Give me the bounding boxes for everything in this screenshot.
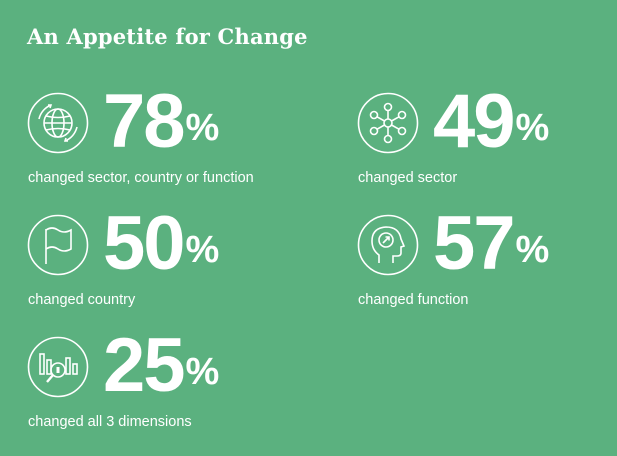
stat-number: 78: [103, 79, 186, 164]
percent-sign: %: [515, 229, 550, 271]
percent-sign: %: [515, 107, 550, 149]
stat-value: 50%: [103, 202, 219, 286]
analytics-icon: [27, 336, 89, 398]
head-icon: [357, 214, 419, 276]
page-title: An Appetite for Change: [27, 24, 308, 49]
stat-block-sector: 49% changed sector: [357, 80, 617, 198]
stat-value: 49%: [433, 80, 549, 164]
percent-sign: %: [185, 229, 220, 271]
stat-value: 57%: [433, 202, 549, 286]
stat-block-all-three: 25% changed all 3 dimensions: [27, 324, 307, 442]
stat-block-function: 57% changed function: [357, 202, 617, 320]
stat-value: 78%: [103, 80, 219, 164]
stat-number: 25: [103, 323, 186, 408]
stat-label: changed function: [358, 292, 469, 308]
stat-block-any-change: 78% changed sector, country or function: [27, 80, 307, 198]
stat-number: 57: [433, 201, 516, 286]
stat-value: 25%: [103, 324, 219, 408]
stat-number: 50: [103, 201, 186, 286]
stat-number: 49: [433, 79, 516, 164]
stat-label: changed country: [28, 292, 136, 308]
stat-label: changed sector: [358, 170, 458, 186]
globe-icon: [27, 92, 89, 154]
percent-sign: %: [185, 351, 220, 393]
network-icon: [357, 92, 419, 154]
stat-label: changed all 3 dimensions: [28, 414, 192, 430]
stat-label: changed sector, country or function: [28, 170, 254, 186]
flag-icon: [27, 214, 89, 276]
percent-sign: %: [185, 107, 220, 149]
stat-block-country: 50% changed country: [27, 202, 307, 320]
